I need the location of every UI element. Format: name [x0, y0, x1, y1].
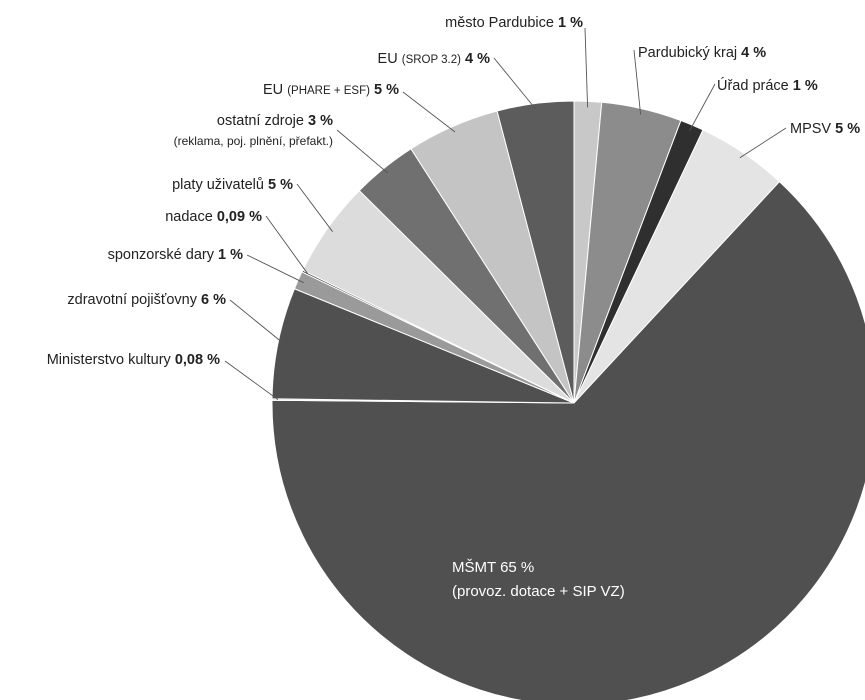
label-ostatni-zdroje: ostatní zdroje 3 % — [217, 113, 333, 129]
pie-slice — [271, 180, 865, 700]
label-mesto-pardubice: město Pardubice 1 % — [445, 15, 583, 31]
leader-line — [265, 215, 309, 274]
label-urad-prace: Úřad práce 1 % — [717, 77, 818, 94]
leader-lines — [224, 27, 787, 400]
leader-line — [493, 57, 537, 110]
leader-line — [336, 129, 388, 174]
pie-slice — [496, 100, 575, 404]
label-msmt: MŠMT 65 % — [452, 559, 534, 576]
leader-line — [224, 360, 279, 400]
leader-line — [689, 83, 716, 131]
label-zdravotni-pojistovny: zdravotní pojišťovny 6 % — [67, 292, 226, 308]
label-eu-phare: EU (PHARE + ESF) 5 % — [263, 82, 399, 98]
label-pardubicky-kraj: Pardubický kraj 4 % — [638, 45, 766, 61]
leader-line — [402, 91, 456, 133]
label-msmt-sub: (provoz. dotace + SIP VZ) — [452, 583, 625, 600]
leader-line — [739, 127, 787, 159]
label-ostatni-zdroje-sub: (reklama, poj. plnění, přefakt.) — [174, 134, 333, 148]
pie-slices — [271, 100, 865, 700]
leader-line — [246, 254, 304, 284]
leader-line — [229, 299, 285, 345]
label-platy-uzivatelu: platy uživatelů 5 % — [172, 177, 293, 193]
label-nadace: nadace 0,09 % — [165, 209, 262, 225]
leader-line — [584, 27, 589, 108]
label-mpsv: MPSV 5 % — [790, 121, 860, 137]
leader-line — [296, 183, 333, 232]
label-eu-srop: EU (SROP 3.2) 4 % — [378, 51, 491, 67]
label-ministerstvo-kultury: Ministerstvo kultury 0,08 % — [47, 352, 220, 368]
label-sponzorske-dary: sponzorské dary 1 % — [108, 247, 244, 263]
leader-line — [633, 49, 642, 115]
